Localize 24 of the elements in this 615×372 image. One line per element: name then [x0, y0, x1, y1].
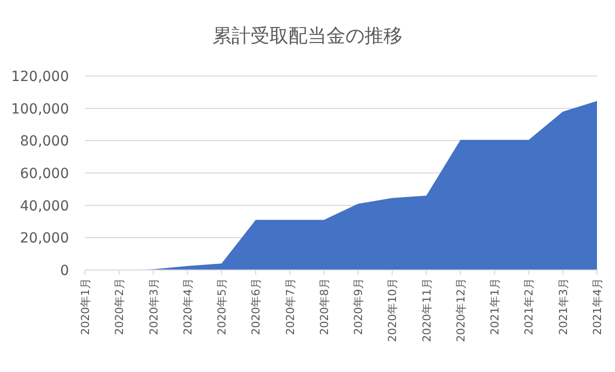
- x-tick-label: 2021年1月: [488, 278, 502, 335]
- x-tick-label: 2020年11月: [420, 278, 434, 342]
- x-tick-label: 2021年4月: [591, 278, 604, 335]
- y-tick-label: 20,000: [20, 230, 69, 247]
- x-tick-label: 2020年12月: [454, 278, 468, 342]
- y-tick-label: 60,000: [20, 166, 69, 182]
- x-tick-label: 2020年9月: [352, 278, 366, 335]
- x-tick-label: 2020年3月: [147, 278, 160, 335]
- chart-title: 累計受取配当金の推移: [212, 25, 402, 47]
- x-tick-label: 2020年2月: [113, 278, 126, 335]
- y-tick-label: 120,000: [11, 69, 69, 85]
- y-tick-label: 80,000: [20, 134, 69, 150]
- x-tick-label: 2021年3月: [556, 278, 570, 335]
- x-tick-label: 2020年7月: [284, 278, 297, 335]
- y-tick-label: 100,000: [11, 101, 69, 118]
- x-tick-label: 2020年8月: [318, 278, 331, 335]
- x-tick-label: 2020年1月: [79, 278, 92, 335]
- x-tick-label: 2021年2月: [522, 278, 536, 335]
- x-tick-label: 2020年5月: [216, 278, 229, 335]
- y-tick-label: 0: [60, 263, 69, 279]
- x-tick-label: 2020年4月: [181, 278, 194, 335]
- x-tick-label: 2020年6月: [250, 278, 263, 335]
- x-tick-label: 2020年10月: [386, 278, 400, 342]
- y-tick-label: 40,000: [20, 198, 69, 214]
